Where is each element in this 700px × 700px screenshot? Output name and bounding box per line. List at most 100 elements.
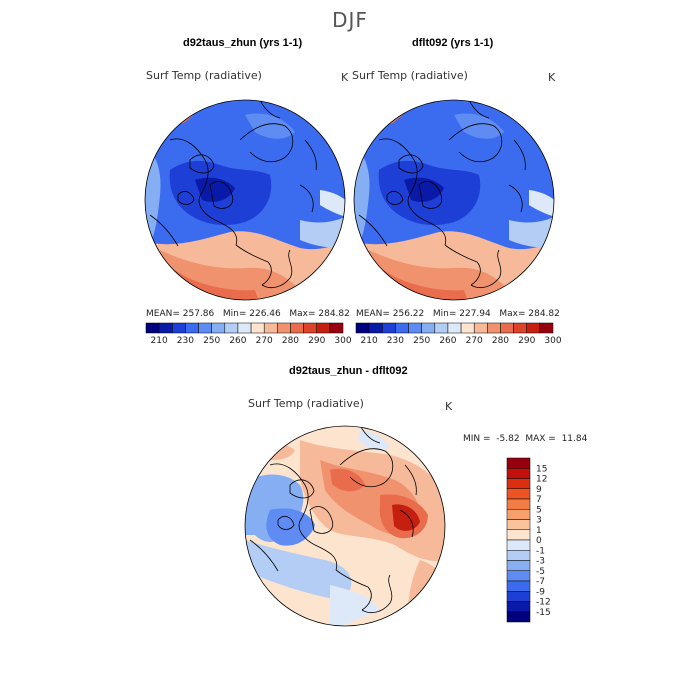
- colorbar-tick-label: 270: [256, 336, 273, 346]
- colorbar-tick-label: -1: [536, 546, 545, 556]
- panel-2-stats: MEAN= 256.22 Min= 227.94 Max= 284.82: [356, 309, 560, 319]
- colorbar-swatch: [506, 519, 531, 530]
- panel-1-max: 284.82: [318, 309, 350, 319]
- panel-1-variable: Surf Temp (radiative): [146, 69, 262, 82]
- colorbar-swatch: [421, 322, 436, 334]
- colorbar-swatch: [211, 322, 226, 334]
- colorbar-swatch: [506, 601, 531, 612]
- map-3-boundary: [244, 425, 446, 627]
- colorbar-tick-label: -5: [536, 567, 545, 577]
- colorbar-tick-label: -12: [536, 598, 551, 608]
- panel-2-mean-label: MEAN=: [356, 309, 390, 319]
- colorbar-tick-label: 250: [413, 336, 430, 346]
- colorbar-swatch: [506, 580, 531, 592]
- map-panel-3: [245, 426, 445, 626]
- panel-3-title: d92taus_zhun - dflt092: [289, 365, 408, 377]
- panel-2-mean: 256.22: [392, 309, 425, 319]
- colorbar-swatch: [329, 322, 344, 334]
- colorbar-tick-label: 9: [536, 485, 542, 495]
- map-panel-2: [354, 100, 554, 300]
- colorbar-swatch: [526, 322, 541, 334]
- colorbar-tick-label: 270: [466, 336, 483, 346]
- map-2-boundary: [353, 99, 555, 301]
- colorbar-swatch: [506, 591, 531, 602]
- colorbar-tick-label: 280: [492, 336, 509, 346]
- colorbar-swatch: [198, 322, 212, 334]
- panel-2-min-label: Min=: [432, 309, 457, 319]
- panel-1-title: d92taus_zhun (yrs 1-1): [183, 37, 303, 49]
- panel-2-units: K: [548, 71, 556, 84]
- colorbar-panel-2: 210 230 250 260 270 280 290 300: [355, 322, 562, 346]
- colorbar-tick-label: 7: [536, 495, 542, 505]
- panel-1-min: 226.46: [249, 309, 281, 319]
- colorbar-tick-label: 260: [439, 336, 456, 346]
- colorbar-swatch: [506, 488, 531, 500]
- colorbar-swatch: [395, 322, 409, 334]
- colorbar-tick-label: -7: [536, 577, 545, 587]
- colorbar-tick-label: 210: [361, 336, 378, 346]
- colorbar-swatch: [506, 478, 531, 489]
- colorbar-swatch: [224, 322, 239, 334]
- colorbar-swatch: [368, 322, 383, 334]
- colorbar-tick-label: 230: [387, 336, 404, 346]
- panel-1-min-label: Min=: [222, 309, 247, 319]
- colorbar-swatch: [506, 550, 531, 561]
- colorbar-swatch: [277, 322, 291, 334]
- panel-3-max: 11.84: [561, 434, 588, 444]
- panel-3-max-label: MAX =: [525, 434, 556, 444]
- panel-3-min: -5.82: [496, 434, 520, 444]
- map-1-boundary: [144, 99, 346, 301]
- panel-3-variable: Surf Temp (radiative): [248, 397, 364, 410]
- colorbar-swatch: [506, 509, 531, 520]
- colorbar-swatch: [185, 322, 199, 334]
- panel-3-units: K: [445, 400, 453, 413]
- colorbar-tick-label: 3: [536, 516, 542, 526]
- colorbar-swatch: [539, 322, 554, 334]
- colorbar-swatch: [487, 322, 501, 334]
- colorbar-swatch: [460, 322, 475, 334]
- colorbar-swatch: [290, 322, 304, 334]
- colorbar-swatch: [506, 570, 531, 582]
- colorbar-tick-label: -9: [536, 587, 545, 597]
- colorbar-tick-label: 300: [544, 336, 561, 346]
- panel-1-max-label: Max=: [289, 309, 316, 319]
- colorbar-swatch: [158, 322, 173, 334]
- colorbar-swatch: [316, 322, 331, 334]
- colorbar-swatch: [355, 322, 370, 334]
- colorbar-swatch: [513, 322, 527, 334]
- panel-3-min-label: MIN =: [463, 434, 491, 444]
- colorbar-swatch: [500, 322, 514, 334]
- panel-1-mean: 257.86: [182, 309, 215, 319]
- panel-2-max-label: Max=: [499, 309, 526, 319]
- colorbar-tick-label: 1: [536, 526, 542, 536]
- colorbar-swatch: [408, 322, 422, 334]
- colorbar-swatch: [506, 539, 531, 551]
- panel-1-mean-label: MEAN=: [146, 309, 180, 319]
- colorbar-swatch: [382, 322, 396, 334]
- colorbar-swatch: [506, 560, 531, 571]
- colorbar-swatch: [506, 468, 531, 479]
- panel-2-variable: Surf Temp (radiative): [352, 69, 468, 82]
- colorbar-tick-label: 5: [536, 505, 542, 515]
- figure-title: DJF: [332, 8, 368, 32]
- colorbar-swatch: [447, 322, 462, 334]
- colorbar-swatch: [250, 322, 265, 334]
- colorbar-swatch: [506, 457, 531, 469]
- colorbar-swatch: [473, 322, 488, 334]
- panel-1-stats: MEAN= 257.86 Min= 226.46 Max= 284.82: [146, 309, 350, 319]
- panel-3-stats: MIN = -5.82 MAX = 11.84: [463, 434, 587, 444]
- colorbar-tick-label: 15: [536, 464, 547, 474]
- colorbar-swatch: [145, 322, 160, 334]
- panel-2-max: 284.82: [528, 309, 560, 319]
- panel-2-min: 227.94: [459, 309, 491, 319]
- panel-2-title: dflt092 (yrs 1-1): [412, 37, 494, 49]
- colorbar-tick-label: -15: [536, 608, 551, 618]
- colorbar-swatch: [434, 322, 449, 334]
- colorbar-swatch: [506, 529, 531, 541]
- colorbar-tick-label: 300: [334, 336, 351, 346]
- colorbar-tick-label: 250: [203, 336, 220, 346]
- colorbar-swatch: [237, 322, 252, 334]
- colorbar-swatch: [506, 498, 531, 510]
